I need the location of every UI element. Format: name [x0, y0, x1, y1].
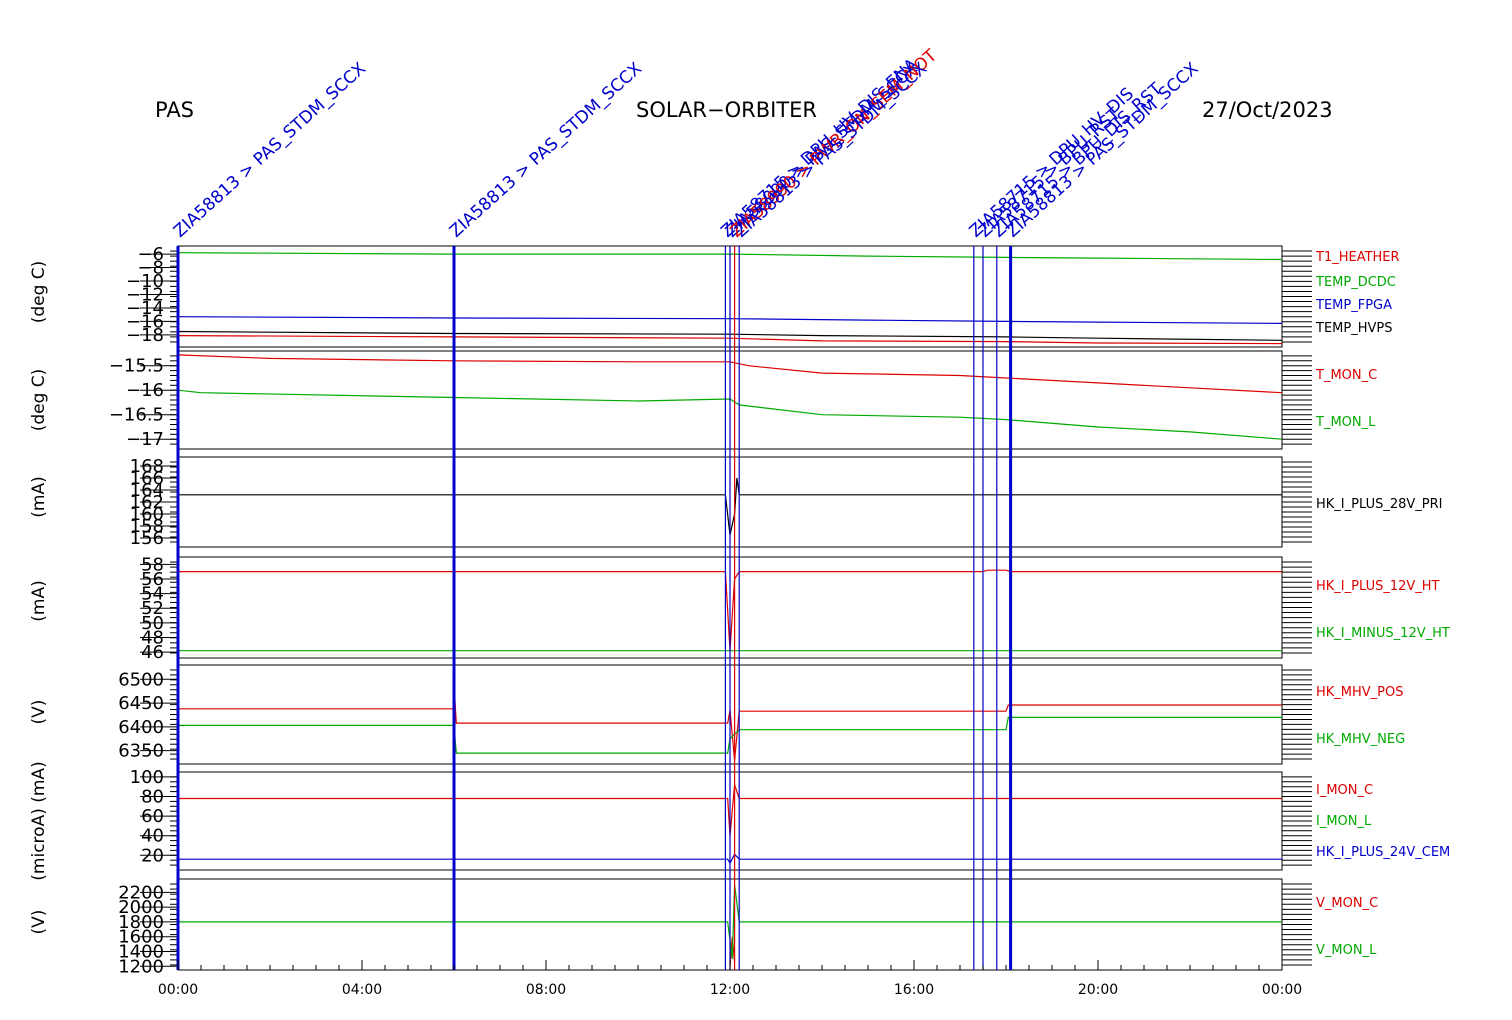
y-tick-label: 1600 [118, 927, 164, 948]
y-axis-label: (V) [29, 910, 49, 935]
y-tick-label: 50 [141, 613, 164, 634]
y-axis-label: (mA) [29, 476, 49, 517]
series-line-i_mon_c [178, 784, 1282, 836]
x-axis: 00:00 04:00 08:00 12:00 16:00 20:00 00:00 [158, 960, 1302, 998]
y-tick-label: −15.5 [109, 356, 164, 377]
panels: −6−8−10−12−14−16−18(deg C)T1_HEATHERTEMP… [29, 244, 1450, 977]
y-tick-label: −18 [126, 325, 164, 346]
y-tick-label: −14 [126, 298, 164, 319]
y-tick-label: 58 [141, 554, 164, 575]
x-tick-label: 16:00 [894, 982, 934, 998]
series-line-hk_i_plus_24v_cem [178, 853, 1282, 865]
y-tick-label: 168 [130, 456, 164, 477]
legend-temp_dcdc: TEMP_DCDC [1315, 275, 1396, 290]
event-label: ZIA58813 > PAS_STDM_SCCX [170, 59, 370, 242]
y-tick-label: 2200 [118, 882, 164, 903]
x-tick-label: 04:00 [342, 982, 382, 998]
y-tick-label: 6500 [118, 669, 164, 690]
y-tick-label: 158 [130, 516, 164, 537]
y-tick-label: 46 [141, 642, 164, 663]
series-line-v_mon_l [178, 884, 1282, 959]
series-line-t_mon_c [177, 354, 1283, 394]
y-tick-label: 162 [130, 492, 164, 513]
legend-v_mon_l: V_MON_L [1316, 943, 1377, 958]
event-markers: ZIA58813 > PAS_STDM_SCCX ZIA58813 > PAS_S… [170, 45, 1203, 970]
y-tick-label: 20 [141, 845, 164, 866]
series-line-t_mon_l [177, 389, 1283, 440]
header-instrument: PAS [155, 98, 194, 122]
y-axis-label: (mA) [29, 580, 49, 621]
legend-t_mon_l: T_MON_L [1315, 415, 1376, 430]
y-axis-label: (V) [29, 700, 49, 725]
y-tick-label: −17 [126, 429, 164, 450]
y-tick-label: 54 [141, 584, 164, 605]
y-tick-label: −10 [126, 271, 164, 292]
y-tick-label: −16.5 [109, 405, 164, 426]
event-label: ZIA58813 > PAS_STDM_SCCX [1003, 59, 1203, 242]
y-tick-label: −12 [126, 284, 164, 305]
legend-hk_i_minus_12v_ht: HK_I_MINUS_12V_HT [1316, 626, 1450, 641]
y-tick-label: 1400 [118, 942, 164, 963]
y-tick-label: 40 [141, 826, 164, 847]
y-tick-label: 6400 [118, 717, 164, 738]
legend-hk_i_plus_12v_ht: HK_I_PLUS_12V_HT [1316, 579, 1440, 594]
y-tick-label: 166 [130, 468, 164, 489]
y-axis-label: (deg C) [29, 369, 49, 432]
x-tick-label: 20:00 [1078, 982, 1118, 998]
legend-hk_mhv_neg: HK_MHV_NEG [1316, 732, 1405, 747]
event-label: ZIA58813 > PAS_STDM_SCCX [731, 59, 931, 242]
y-tick-label: 56 [141, 569, 164, 590]
series-line-hk_i_plus_12v_ht [178, 569, 1282, 651]
y-axis-label: (microA) (mA) [29, 761, 49, 880]
header: PAS SOLAR−ORBITER 27/Oct/2023 [155, 98, 1333, 122]
legend-i_mon_l: I_MON_L [1316, 814, 1372, 829]
y-tick-label: −16 [126, 380, 164, 401]
y-tick-label: 48 [141, 628, 164, 649]
y-tick-label: 2000 [118, 897, 164, 918]
legend-hk_i_plus_28v_pri: HK_I_PLUS_28V_PRI [1316, 497, 1442, 512]
y-tick-label: 156 [130, 528, 164, 549]
x-tick-label: 08:00 [526, 982, 566, 998]
legend-temp_hvps: TEMP_HVPS [1315, 321, 1392, 336]
y-tick-label: 6350 [118, 741, 164, 762]
panel-5: 6500 6450 6400 6350 (V) HK_MHV_POS HK_MHV_NEG [29, 664, 1405, 765]
legend-v_mon_c: V_MON_C [1316, 896, 1378, 911]
header-mission: SOLAR−ORBITER [636, 98, 817, 122]
legend-i_mon_c: I_MON_C [1316, 783, 1373, 798]
y-tick-label: 1200 [118, 956, 164, 977]
x-tick-label: 00:00 [1262, 982, 1302, 998]
y-tick-label: −16 [126, 311, 164, 332]
y-tick-label: 160 [130, 504, 164, 525]
event-label: ZIA58813 > PAS_STDM_SCCX [446, 59, 646, 242]
header-date: 27/Oct/2023 [1202, 98, 1333, 122]
legend-t_mon_c: T_MON_C [1315, 368, 1377, 383]
legend-temp_fpga: TEMP_FPGA [1315, 298, 1392, 313]
y-tick-label: 60 [141, 806, 164, 827]
panel-1: −6−8−10−12−14−16−18 (deg C) T1_HEATHER TEMP… [29, 244, 1400, 348]
y-tick-label: 80 [141, 787, 164, 808]
series-line-v_mon_c [729, 936, 736, 967]
panel-2: −15.5 −16 −16.5 −17 (deg C) T_MON_C T_MON_L [29, 350, 1377, 450]
x-tick-label: 12:00 [710, 982, 750, 998]
legend-hk_i_plus_24v_cem: HK_I_PLUS_24V_CEM [1316, 845, 1450, 860]
y-tick-label: −6 [137, 244, 164, 265]
y-tick-label: −8 [137, 258, 164, 279]
x-tick-label: 00:00 [158, 982, 198, 998]
legend-hk_mhv_pos: HK_MHV_POS [1316, 685, 1404, 700]
y-tick-label: 1800 [118, 912, 164, 933]
y-tick-label: 100 [130, 767, 164, 788]
y-tick-label: 164 [130, 480, 164, 501]
y-axis-label: (deg C) [29, 261, 49, 324]
y-tick-label: 6450 [118, 693, 164, 714]
legend-t1_heather: T1_HEATHER [1315, 250, 1400, 265]
y-tick-label: 52 [141, 598, 164, 619]
